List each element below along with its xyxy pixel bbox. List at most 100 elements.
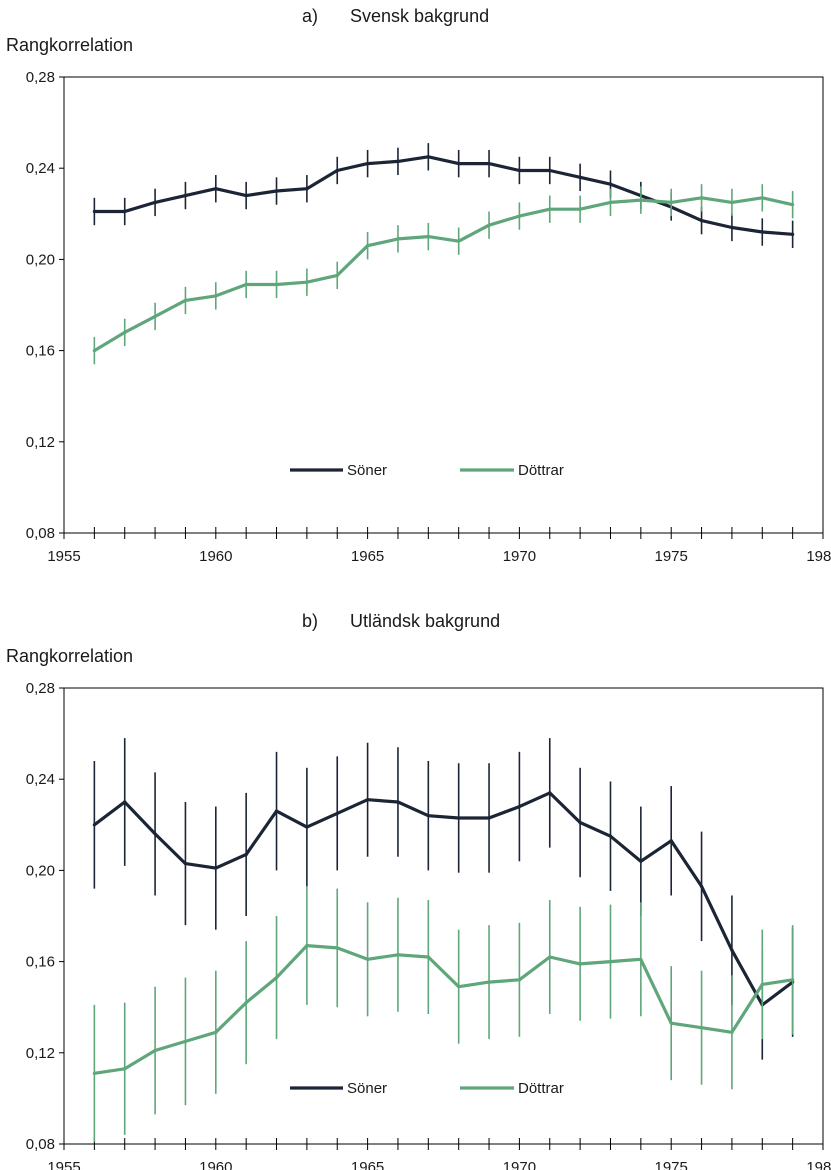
series-line [94,943,793,1075]
data-point [396,800,400,804]
data-point [153,1048,157,1053]
data-point [487,162,491,166]
data-point [791,203,795,207]
data-point [335,168,339,173]
data-point [608,200,613,204]
data-point [457,985,461,989]
data-point [669,200,673,204]
data-point [305,825,309,829]
data-point [92,1071,96,1075]
data-point [760,982,764,987]
data-point [274,189,279,193]
data-point [457,162,461,166]
data-point [366,957,370,961]
data-point [426,155,430,159]
data-point [183,193,188,198]
x-tick-label: 1960 [199,548,232,565]
panel-label: a) [302,6,318,26]
y-tick-label: 0,20 [26,862,55,879]
y-tick-label: 0,24 [26,160,55,177]
data-point [517,978,522,982]
plot-frame [63,76,824,534]
data-point [760,230,764,234]
data-point [274,282,279,287]
y-tick-label: 0,08 [26,525,55,542]
data-point [214,866,218,870]
data-point [305,280,309,284]
data-point [487,816,491,820]
data-point [639,957,643,961]
data-point [578,962,582,966]
data-point [730,948,734,952]
data-point [517,214,522,218]
legend-label: Döttrar [518,1080,564,1097]
y-tick-label: 0,12 [26,1045,55,1062]
data-point [548,955,552,959]
data-point [578,175,582,179]
data-point [396,159,400,163]
y-axis-label: Rangkorrelation [6,35,133,55]
data-point [366,162,370,166]
data-point [335,273,339,277]
y-tick-label: 0,16 [26,954,55,971]
data-point [639,859,643,863]
data-point [396,953,400,957]
series-dottrar [92,184,795,365]
data-point [123,209,127,214]
data-point [153,314,157,318]
data-point [669,1021,673,1025]
data-point [153,200,157,204]
data-point [730,200,734,204]
x-tick-label: 1960 [199,1159,232,1170]
data-point [487,223,491,227]
series-soner [92,738,795,1060]
data-point [639,198,643,202]
data-point [699,884,704,888]
data-point [517,168,522,173]
data-point [183,298,188,303]
data-point [608,182,613,186]
data-point [153,832,157,836]
data-point [548,207,552,211]
chart-title: Utländsk bakgrund [350,611,500,631]
data-point [548,168,552,173]
x-tick-label: 1975 [655,1159,688,1170]
data-point [730,225,734,230]
data-point [305,187,309,191]
data-point [214,294,218,298]
legend-label: Söner [347,1080,387,1097]
data-point [244,1001,248,1005]
data-point [730,1030,734,1034]
data-point [396,237,400,241]
data-point [699,196,704,200]
series-line [94,155,793,236]
x-tick-label: 1965 [351,1159,384,1170]
data-point [517,804,522,809]
data-point [123,800,127,804]
data-point [274,975,279,980]
data-point [608,960,613,964]
chart-panel-a: a) Svensk bakgrund Rangkorrelation 0,08 0,12… [6,6,831,565]
y-tick-label: 0,20 [26,251,55,268]
y-tick-label: 0,16 [26,343,55,360]
series-soner [92,143,795,248]
data-point [274,809,279,813]
data-point [760,196,764,200]
data-point [335,811,339,816]
chart-panel-b: b) Utländsk bakgrund Rangkorrelation 0,08 0,… [6,611,831,1170]
series-line [93,791,794,1007]
series-line [93,196,793,352]
y-tick-label: 0,28 [26,680,55,697]
data-point [123,330,127,334]
data-point [457,816,461,820]
data-point [548,791,552,795]
x-tick-label: 1980 [806,1159,831,1170]
x-tick-label: 1975 [655,548,688,565]
chart-title: Svensk bakgrund [350,6,489,26]
data-point [457,239,461,243]
y-tick-label: 0,28 [26,69,55,86]
y-axis-label: Rangkorrelation [6,646,133,666]
data-point [426,235,430,239]
